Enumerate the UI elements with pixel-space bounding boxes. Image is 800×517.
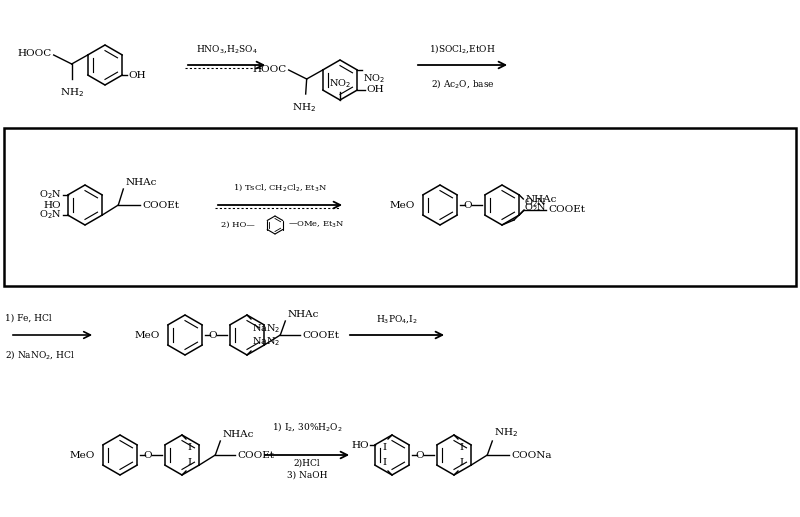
Text: O$_2$N: O$_2$N	[524, 196, 547, 209]
Text: NaN$_2$: NaN$_2$	[252, 335, 281, 348]
Text: O$_2$N: O$_2$N	[39, 189, 62, 202]
Text: I: I	[383, 443, 387, 452]
Text: 1) Fe, HCl: 1) Fe, HCl	[5, 314, 52, 323]
Text: COONa: COONa	[511, 450, 552, 460]
Text: NH$_2$: NH$_2$	[494, 426, 518, 439]
Text: 2) HO—: 2) HO—	[222, 221, 255, 229]
Text: HO: HO	[351, 440, 369, 449]
Text: HNO$_3$,H$_2$SO$_4$: HNO$_3$,H$_2$SO$_4$	[196, 43, 258, 55]
Text: NO$_2$: NO$_2$	[363, 72, 386, 85]
Text: I: I	[187, 458, 191, 467]
Text: NHAc: NHAc	[526, 195, 558, 204]
Text: NH$_2$: NH$_2$	[60, 86, 84, 99]
Text: NHAc: NHAc	[222, 430, 254, 439]
Text: H$_3$PO$_4$,I$_2$: H$_3$PO$_4$,I$_2$	[376, 313, 418, 325]
Bar	[4, 128, 796, 286]
Text: I: I	[459, 458, 463, 467]
Text: 2) NaNO$_2$, HCl: 2) NaNO$_2$, HCl	[5, 348, 75, 361]
Text: 2) Ac$_2$O, base: 2) Ac$_2$O, base	[430, 77, 494, 90]
Text: NHAc: NHAc	[287, 310, 318, 319]
Text: OH: OH	[128, 70, 146, 80]
Text: HOOC: HOOC	[253, 65, 286, 73]
Text: COOEt: COOEt	[548, 205, 585, 215]
Text: I: I	[187, 443, 191, 452]
Text: O$_2$N: O$_2$N	[39, 208, 62, 221]
Text: COOEt: COOEt	[302, 330, 339, 340]
Text: 1) TsCl, CH$_2$Cl$_2$, Et$_3$N: 1) TsCl, CH$_2$Cl$_2$, Et$_3$N	[233, 182, 327, 193]
Text: NO$_2$: NO$_2$	[329, 77, 351, 90]
Text: OH: OH	[366, 85, 384, 95]
Text: COOEt: COOEt	[238, 450, 274, 460]
Text: O: O	[464, 201, 472, 209]
Text: O: O	[144, 450, 152, 460]
Text: 1)SOCl$_2$,EtOH: 1)SOCl$_2$,EtOH	[429, 42, 496, 55]
Text: O: O	[416, 450, 424, 460]
Text: MeO: MeO	[134, 330, 160, 340]
Text: 1) I$_2$, 30%H$_2$O$_2$: 1) I$_2$, 30%H$_2$O$_2$	[272, 420, 342, 433]
Text: NH$_2$: NH$_2$	[292, 101, 316, 114]
Text: I: I	[459, 443, 463, 452]
Text: HOOC: HOOC	[18, 50, 52, 58]
Text: MeO: MeO	[390, 201, 415, 209]
Text: O$_2$N: O$_2$N	[524, 201, 547, 214]
Text: —OMe, Et$_3$N: —OMe, Et$_3$N	[288, 220, 345, 230]
Text: 3) NaOH: 3) NaOH	[286, 471, 327, 480]
Text: HO: HO	[43, 201, 61, 209]
Text: COOEt: COOEt	[142, 201, 179, 209]
Text: 2)HCl: 2)HCl	[294, 459, 320, 468]
Text: O: O	[209, 330, 218, 340]
Text: NaN$_2$: NaN$_2$	[252, 322, 281, 335]
Text: MeO: MeO	[70, 450, 95, 460]
Text: I: I	[383, 458, 387, 467]
Text: NHAc: NHAc	[126, 178, 157, 187]
